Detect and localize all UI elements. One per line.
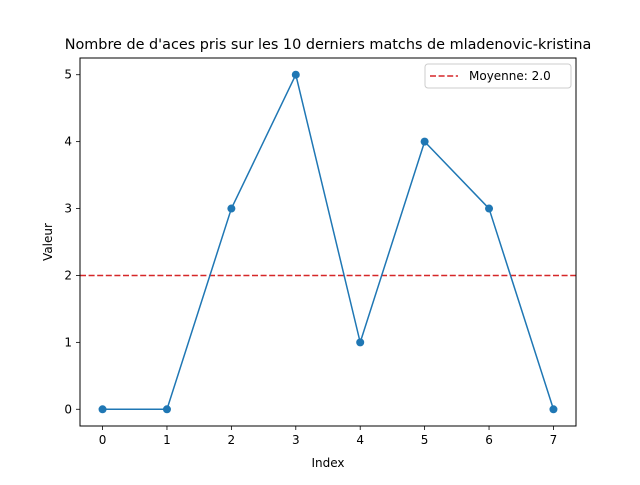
y-axis-label: Valeur [41, 223, 55, 261]
axes-frame [79, 57, 577, 427]
data-point [291, 70, 300, 79]
x-tick-label: 1 [163, 433, 171, 447]
x-tick-label: 5 [421, 433, 429, 447]
x-axis-label: Index [311, 456, 344, 470]
x-tick-label: 3 [292, 433, 300, 447]
x-tick-label: 4 [356, 433, 364, 447]
y-axis-ticks: 0 1 2 3 4 5 [64, 68, 80, 416]
y-tick-label: 2 [64, 268, 72, 282]
y-tick-label: 4 [64, 135, 72, 149]
y-tick-label: 0 [64, 402, 72, 416]
x-tick-label: 7 [550, 433, 558, 447]
legend-label: Moyenne: 2.0 [469, 69, 551, 83]
y-tick-label: 5 [64, 68, 72, 82]
data-point [98, 405, 107, 414]
data-point [227, 204, 236, 213]
data-point [420, 137, 429, 146]
legend: Moyenne: 2.0 [424, 63, 572, 89]
y-tick-label: 1 [64, 335, 72, 349]
legend-box [424, 63, 572, 89]
x-tick-label: 6 [485, 433, 493, 447]
plot-area [80, 70, 576, 414]
data-point [356, 338, 365, 347]
chart-title: Nombre de d'aces pris sur les 10 dernier… [65, 37, 592, 53]
data-point [549, 405, 558, 414]
data-point [485, 204, 494, 213]
series-line [102, 73, 555, 411]
x-axis-ticks: 0 1 2 3 4 5 6 7 [99, 426, 558, 447]
x-tick-label: 0 [99, 433, 107, 447]
x-tick-label: 2 [228, 433, 236, 447]
data-point [162, 405, 171, 414]
y-tick-label: 3 [64, 202, 72, 216]
